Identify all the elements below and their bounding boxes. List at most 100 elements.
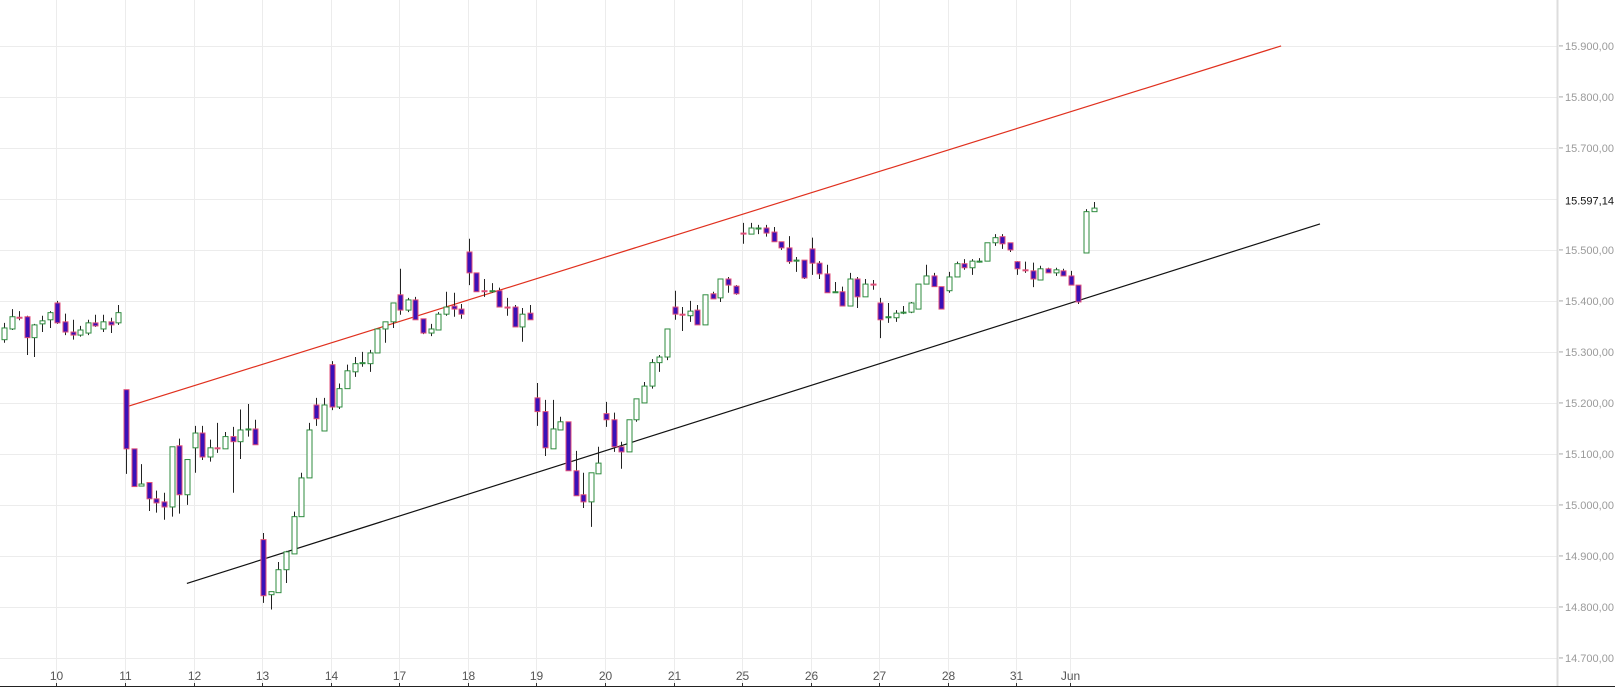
candle-body-up xyxy=(390,302,397,323)
candle-body-down xyxy=(1045,268,1052,274)
candle-body-up xyxy=(306,429,313,479)
candle-body-up xyxy=(656,356,663,364)
candle-body-up xyxy=(984,242,991,262)
candle-body-up xyxy=(832,291,839,294)
candle-body-up xyxy=(702,294,709,326)
x-tick-label: 17 xyxy=(393,669,407,683)
candle-body-up xyxy=(954,263,961,278)
candle-body-up xyxy=(992,237,999,244)
candle-body-down xyxy=(999,236,1006,245)
candle-body-down xyxy=(496,290,503,308)
candle-body-down xyxy=(153,498,160,504)
candle-body-down xyxy=(938,286,945,310)
price-axis: 14.700,00 14.800,00 14.900,00 15.000,00 15.1… xyxy=(1556,0,1614,686)
candle-body-up xyxy=(1037,268,1044,281)
candle-body-down xyxy=(230,436,237,443)
y-tick-label: 15.200,00 xyxy=(1565,398,1614,410)
candle-body-up xyxy=(275,569,282,594)
trendlines xyxy=(125,45,1321,585)
candle-body-up xyxy=(443,306,450,315)
candle-body-down xyxy=(260,539,267,597)
candle-body-up xyxy=(626,419,633,453)
x-tick-label: 21 xyxy=(668,669,682,683)
candle-body-down xyxy=(824,273,831,294)
candle-body-up xyxy=(519,313,526,328)
candle-body-up xyxy=(115,312,122,324)
candle-body-up xyxy=(237,429,244,443)
date-axis: 10 11 12 13 14 17 18 19 20 21 25 26 27 28 31 Jun xyxy=(0,669,1615,687)
candle-body-down xyxy=(565,421,572,472)
candle-body-up xyxy=(550,428,557,450)
candle-body-up xyxy=(862,283,869,298)
candle-body-up xyxy=(192,432,199,449)
candle-body-up xyxy=(367,352,374,365)
x-tick-label: Jun xyxy=(1061,669,1080,683)
candle-body-up xyxy=(793,259,800,262)
candle-body-down xyxy=(839,291,846,307)
x-tick-label: 28 xyxy=(942,669,956,683)
candle-body-down xyxy=(771,231,778,243)
candle-body-up xyxy=(641,385,648,404)
candle-body-up xyxy=(588,472,595,503)
candle-body-down xyxy=(877,302,884,321)
gridlines xyxy=(0,0,1557,686)
y-tick-label: 15.100,00 xyxy=(1565,449,1614,461)
y-tick-label: 15.300,00 xyxy=(1565,347,1614,359)
x-tick-label: 19 xyxy=(530,669,544,683)
candle-body-down xyxy=(809,248,816,264)
x-tick-label: 14 xyxy=(325,669,339,683)
candle-body-down xyxy=(1068,275,1075,286)
candle-body-down xyxy=(313,404,320,420)
candle-body-down xyxy=(24,316,31,339)
candle-body-up xyxy=(664,328,671,358)
candle-body-up xyxy=(969,260,976,269)
candle-body-up xyxy=(138,483,145,487)
y-tick-label: 14.900,00 xyxy=(1565,551,1614,563)
candle-body-down xyxy=(931,275,938,288)
candle-body-down xyxy=(108,321,115,326)
candle-body-down xyxy=(397,294,404,311)
candle-body-down xyxy=(176,445,183,496)
y-tick-label: 15.900,00 xyxy=(1565,41,1614,53)
y-tick-label: 14.800,00 xyxy=(1565,602,1614,614)
candle-body-down xyxy=(672,306,679,315)
candle-body-up xyxy=(885,316,892,319)
candle-body-up xyxy=(717,278,724,299)
y-tick-label: 14.700,00 xyxy=(1565,653,1614,665)
candle-body-up xyxy=(748,227,755,235)
candle-body-up xyxy=(489,290,496,293)
candle-body-up xyxy=(755,227,762,230)
candle-body-down xyxy=(123,389,130,450)
candle-body-up xyxy=(359,362,366,365)
candle-body-down xyxy=(618,446,625,453)
x-tick-label: 10 xyxy=(50,669,64,683)
candle-body-up xyxy=(77,329,84,336)
y-tick-label: 15.500,00 xyxy=(1565,245,1614,257)
last-price-label: 15.597,14 xyxy=(1565,195,1614,207)
candle-body-down xyxy=(1007,242,1014,251)
candle-body-down xyxy=(146,481,153,500)
candle-body-up xyxy=(946,276,953,292)
candle-body-down xyxy=(763,227,770,234)
x-tick-label: 26 xyxy=(805,669,819,683)
x-tick-label: 11 xyxy=(119,669,132,683)
candle-body-down xyxy=(733,285,740,295)
candle-body-up xyxy=(321,404,328,432)
candle-body-up xyxy=(268,591,275,596)
candle-body-down xyxy=(961,263,968,269)
candle-body-up xyxy=(900,311,907,314)
candle-body-up xyxy=(687,310,694,317)
candle-body-up xyxy=(557,421,564,431)
candle-body-down xyxy=(740,232,747,235)
candle-body-up xyxy=(1083,211,1090,254)
candle-body-down xyxy=(214,447,221,450)
candle-body-down xyxy=(1014,261,1021,270)
candle-body-down xyxy=(1030,270,1037,280)
trendline xyxy=(186,223,1321,585)
x-tick-label: 12 xyxy=(188,669,202,683)
candle-body-down xyxy=(512,306,519,328)
candle-body-up xyxy=(915,283,922,310)
candle-body-down xyxy=(1022,269,1029,272)
candle-body-up xyxy=(291,516,298,555)
candle-body-up xyxy=(908,302,915,313)
